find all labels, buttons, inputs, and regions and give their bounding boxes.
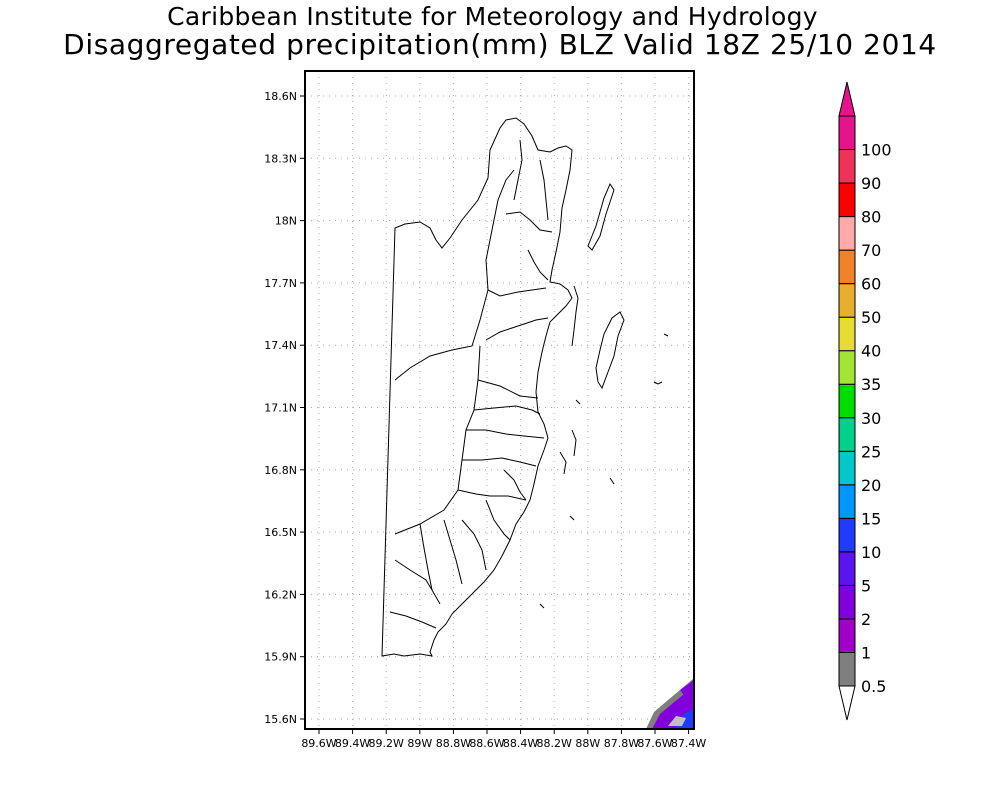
colorbar-label: 1	[861, 643, 871, 662]
colorbar-label: 5	[861, 576, 871, 595]
lon-tick-label: 88.4W	[503, 737, 538, 750]
colorbar-swatch	[838, 149, 856, 184]
colorbar-label: 60	[861, 275, 881, 294]
lat-tick-label: 17.7N	[264, 277, 297, 290]
lon-tick-label: 88W	[575, 737, 600, 750]
colorbar-swatch	[838, 182, 856, 218]
lat-tick-labels: 18.6N 18.3N 18N 17.7N 17.4N 17.1N 16.8N 16.5N 16…	[264, 90, 297, 726]
colorbar-label: 30	[861, 409, 881, 428]
lon-tick-label: 88.6W	[469, 737, 504, 750]
colorbar-swatch	[838, 551, 856, 586]
colorbar-min-arrow	[838, 685, 856, 721]
lon-tick-label: 88.8W	[436, 737, 471, 750]
colorbar-label: 35	[861, 375, 881, 394]
colorbar-label: 25	[861, 442, 881, 461]
colorbar-swatch	[838, 417, 856, 452]
map-grid	[305, 71, 694, 729]
colorbar-swatch	[838, 484, 856, 519]
colorbar-swatch	[838, 450, 856, 486]
lat-tick-label: 17.1N	[264, 402, 297, 415]
colorbar-label: 80	[861, 208, 881, 227]
lon-tick-label: 88.2W	[537, 737, 572, 750]
lon-tick-label: 89.4W	[335, 737, 370, 750]
colorbar-label: 0.5	[861, 677, 886, 696]
lon-tick-label: 87.6W	[637, 737, 672, 750]
lat-tick-label: 16.8N	[264, 464, 297, 477]
colorbar-label: 10	[861, 543, 881, 562]
colorbar-label: 70	[861, 241, 881, 260]
country-outline	[381, 117, 573, 657]
lon-tick-label: 89.6W	[301, 737, 336, 750]
colorbar-swatch	[838, 651, 856, 687]
colorbar-label: 2	[861, 610, 871, 629]
lat-tick-label: 18.3N	[264, 152, 297, 165]
islands	[539, 182, 669, 609]
lat-tick-label: 16.2N	[264, 588, 297, 601]
colorbar-max-arrow	[838, 81, 856, 117]
precipitation-patch	[646, 678, 694, 729]
colorbar-swatch	[838, 517, 856, 553]
lon-tick-label: 87.8W	[604, 737, 639, 750]
colorbar-swatch	[838, 115, 856, 151]
colorbar-label: 90	[861, 174, 881, 193]
colorbar-swatch	[838, 249, 856, 285]
lat-tick-label: 18N	[275, 215, 297, 228]
colorbar-swatch	[838, 383, 856, 419]
map-frame	[304, 70, 695, 730]
colorbar-swatch	[838, 618, 856, 653]
map-title: Disaggregated precipitation(mm) BLZ Vali…	[63, 28, 937, 61]
colorbar-swatch	[838, 584, 856, 620]
lat-tick-label: 17.4N	[264, 339, 297, 352]
colorbar-swatch	[838, 283, 856, 318]
colorbar-swatch	[838, 350, 856, 385]
colorbar-label: 100	[861, 141, 892, 160]
colorbar-swatch	[838, 316, 856, 352]
lat-tick-label: 15.9N	[264, 651, 297, 664]
colorbar-label: 20	[861, 476, 881, 495]
colorbar-label: 50	[861, 308, 881, 327]
lat-tick-label: 18.6N	[264, 90, 297, 103]
lat-tick-label: 15.6N	[264, 713, 297, 726]
colorbar-label: 15	[861, 509, 881, 528]
lon-tick-label: 89.2W	[369, 737, 404, 750]
lat-tick-label: 16.5N	[264, 526, 297, 539]
colorbar-swatch	[838, 216, 856, 251]
lon-tick-label: 87.4W	[671, 737, 706, 750]
institute-title: Caribbean Institute for Meteorology and …	[167, 2, 818, 31]
lon-tick-label: 89W	[407, 737, 432, 750]
colorbar-label: 40	[861, 342, 881, 361]
